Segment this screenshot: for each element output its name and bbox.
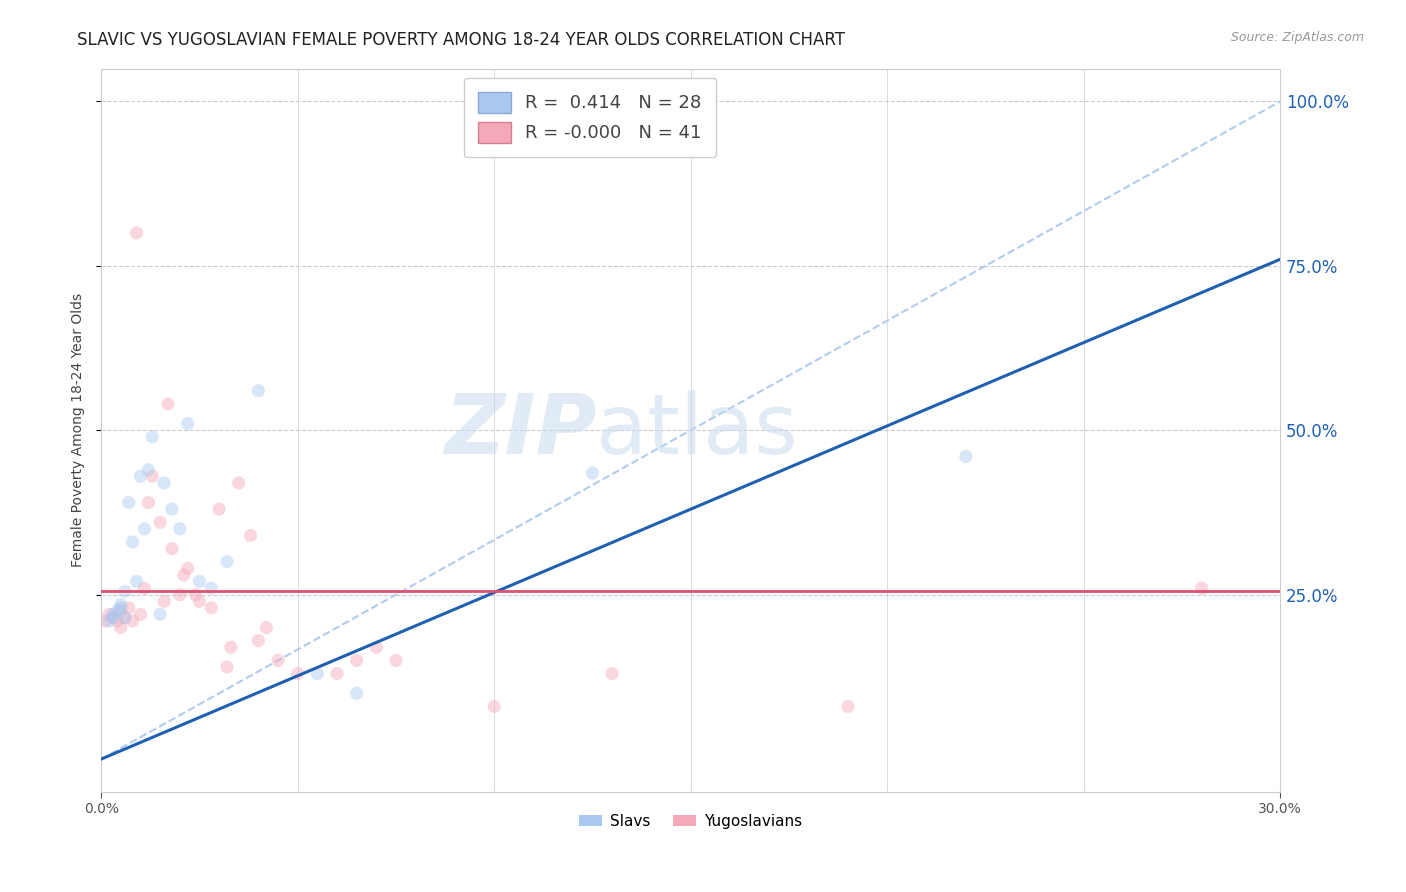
Point <box>125 574 148 589</box>
Point <box>176 417 198 431</box>
Point <box>114 584 136 599</box>
Point <box>184 588 207 602</box>
Point <box>101 607 124 622</box>
Point <box>110 598 132 612</box>
Point <box>600 666 623 681</box>
Point <box>160 502 183 516</box>
Point <box>385 653 408 667</box>
Point <box>110 621 132 635</box>
Point <box>267 653 290 667</box>
Point <box>326 666 349 681</box>
Text: Source: ZipAtlas.com: Source: ZipAtlas.com <box>1230 31 1364 45</box>
Point <box>215 660 238 674</box>
Point <box>121 535 143 549</box>
Point <box>169 522 191 536</box>
Point <box>581 466 603 480</box>
Point <box>105 604 128 618</box>
Text: atlas: atlas <box>596 390 799 471</box>
Point <box>129 469 152 483</box>
Point <box>118 495 141 509</box>
Point <box>188 574 211 589</box>
Point <box>247 384 270 398</box>
Point <box>134 522 156 536</box>
Point <box>105 614 128 628</box>
Point <box>160 541 183 556</box>
Point <box>346 653 368 667</box>
Point <box>169 588 191 602</box>
Point <box>247 633 270 648</box>
Point <box>366 640 388 655</box>
Point <box>141 430 163 444</box>
Point <box>219 640 242 655</box>
Point <box>346 686 368 700</box>
Point <box>955 450 977 464</box>
Point <box>114 610 136 624</box>
Point <box>188 594 211 608</box>
Point <box>200 600 222 615</box>
Point <box>173 568 195 582</box>
Point <box>110 600 132 615</box>
Y-axis label: Female Poverty Among 18-24 Year Olds: Female Poverty Among 18-24 Year Olds <box>72 293 86 567</box>
Point <box>101 610 124 624</box>
Point <box>110 604 132 618</box>
Point <box>121 614 143 628</box>
Point <box>215 555 238 569</box>
Point <box>125 226 148 240</box>
Legend: Slavs, Yugoslavians: Slavs, Yugoslavians <box>574 808 808 835</box>
Point <box>101 610 124 624</box>
Point <box>484 699 506 714</box>
Point <box>254 621 277 635</box>
Point <box>208 502 231 516</box>
Point <box>94 614 117 628</box>
Point <box>837 699 859 714</box>
Point <box>157 397 180 411</box>
Point <box>114 610 136 624</box>
Point <box>98 614 121 628</box>
Point <box>141 469 163 483</box>
Point <box>307 666 329 681</box>
Point <box>228 475 250 490</box>
Point <box>149 607 172 622</box>
Text: SLAVIC VS YUGOSLAVIAN FEMALE POVERTY AMONG 18-24 YEAR OLDS CORRELATION CHART: SLAVIC VS YUGOSLAVIAN FEMALE POVERTY AMO… <box>77 31 845 49</box>
Point <box>176 561 198 575</box>
Point <box>129 607 152 622</box>
Point <box>153 594 176 608</box>
Point <box>1191 581 1213 595</box>
Point <box>98 607 121 622</box>
Point <box>149 516 172 530</box>
Point <box>200 581 222 595</box>
Point <box>138 495 160 509</box>
Point <box>118 600 141 615</box>
Point <box>153 475 176 490</box>
Point <box>134 581 156 595</box>
Text: ZIP: ZIP <box>444 390 596 471</box>
Point <box>239 528 262 542</box>
Point <box>287 666 309 681</box>
Point <box>138 463 160 477</box>
